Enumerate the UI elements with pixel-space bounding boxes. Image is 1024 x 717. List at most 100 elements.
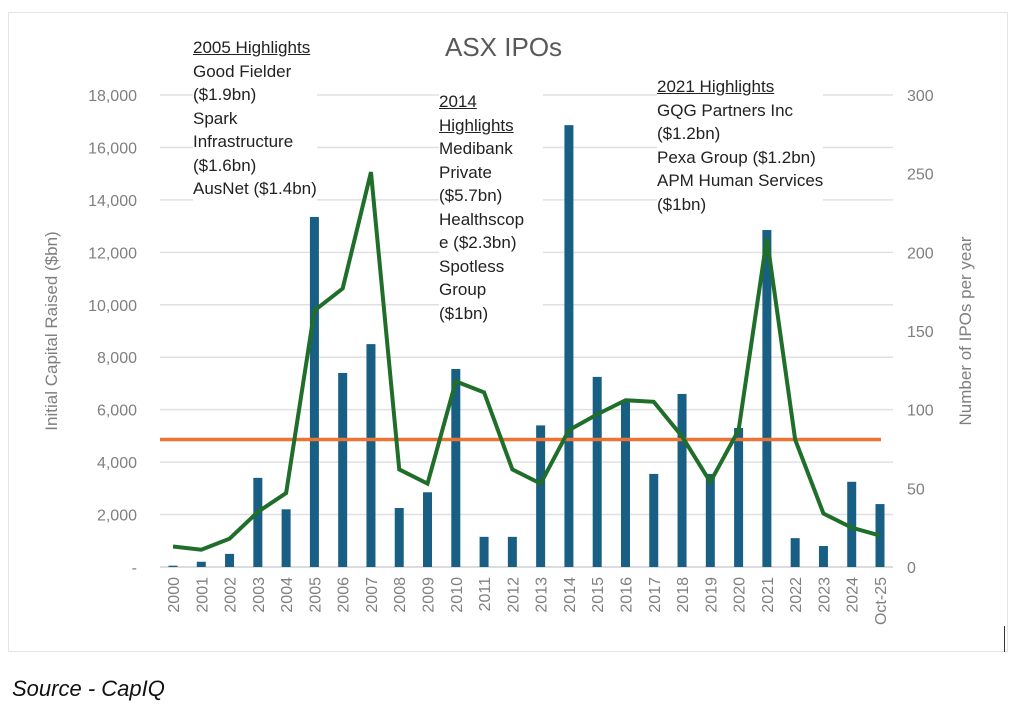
annotation-2021: 2021 Highlights GQG Partners Inc ($1.2bn…: [657, 75, 824, 216]
annotation-line: APM Human Services: [657, 171, 824, 190]
bar-2024: [847, 481, 857, 567]
x-tick-label: 2014: [562, 577, 579, 613]
annotation-heading: 2021 Highlights: [657, 77, 775, 96]
annotation-heading: 2005 Highlights: [193, 38, 311, 57]
x-tick-label: 2010: [449, 577, 466, 613]
x-tick-label: 2022: [788, 577, 805, 613]
bar-2023: [818, 546, 828, 567]
x-tick-label: 2019: [703, 577, 720, 613]
bar-2018: [677, 393, 687, 567]
bar-2000: [168, 565, 178, 567]
annotation-line: ($1bn): [657, 194, 707, 214]
bar-2004: [281, 509, 291, 567]
bar-2005: [309, 216, 319, 567]
bar-2019: [705, 473, 715, 567]
x-tick-label: 2015: [590, 577, 607, 613]
annotation-line: ($1.2bn): [657, 124, 721, 143]
y2-tick-label: 100: [907, 403, 934, 420]
bar-2011: [479, 536, 489, 567]
annotation-line: e ($2.3bn): [439, 233, 517, 252]
bar-2001: [196, 561, 206, 567]
x-tick-label: 2006: [336, 577, 353, 613]
y-tick-label: 14,000: [88, 193, 137, 210]
x-tick-label: 2021: [760, 577, 777, 613]
chart-frame: [8, 12, 1008, 652]
y-tick-label: 12,000: [88, 245, 137, 262]
ipo-count-line: [172, 171, 881, 552]
annotation-line: ($1bn): [439, 303, 489, 323]
annotation-line: GQG Partners Inc: [657, 100, 794, 120]
bar-2013: [536, 425, 546, 567]
y-tick-label: -: [132, 560, 137, 577]
annotation-line: Group: [439, 280, 487, 299]
x-tick-label: 2002: [223, 577, 240, 613]
annotation-2014: 2014 Highlights Medibank Private ($5.7bn…: [439, 90, 543, 325]
bar-2006: [338, 372, 348, 567]
bar-2012: [507, 536, 517, 567]
annotation-line: Spark: [193, 108, 238, 128]
bar-2017: [649, 473, 659, 567]
y-tick-label: 4,000: [97, 455, 137, 472]
edge-mark: [1004, 626, 1005, 652]
annotation-heading: 2014: [439, 92, 477, 111]
annotation-line: AusNet ($1.4bn): [193, 179, 317, 198]
x-tick-label: 2000: [166, 577, 183, 613]
annotation-2005: 2005 Highlights Good Fielder ($1.9bn) Sp…: [193, 36, 317, 201]
annotation-line: Infrastructure: [193, 132, 294, 151]
x-tick-label: 2009: [421, 577, 438, 613]
x-tick-label: 2003: [251, 577, 268, 613]
bar-2016: [620, 401, 630, 567]
y2-tick-label: 50: [907, 481, 925, 498]
x-tick-label: 2018: [675, 577, 692, 613]
x-tick-label: Oct-25: [873, 577, 890, 625]
x-tick-label: 2017: [647, 577, 664, 613]
annotation-line: ($1.9bn): [193, 85, 257, 104]
source-note: Source - CapIQ: [12, 676, 165, 701]
annotation-line: ($1.6bn): [193, 155, 257, 175]
y2-tick-label: 150: [907, 324, 934, 341]
y-tick-label: 8,000: [97, 350, 137, 367]
y-tick-label: 18,000: [88, 88, 137, 105]
x-tick-label: 2005: [307, 577, 324, 613]
bar-2021: [762, 230, 772, 568]
x-tick-label: 2023: [816, 577, 833, 613]
x-tick-label: 2012: [505, 577, 522, 613]
annotation-heading: Highlights: [439, 115, 514, 135]
annotation-line: ($5.7bn): [439, 186, 503, 205]
bar-2015: [592, 376, 602, 567]
y2-tick-label: 0: [907, 560, 916, 577]
x-tick-label: 2008: [392, 577, 409, 613]
bar-2007: [366, 344, 376, 567]
annotation-line: Healthscop: [439, 209, 525, 229]
annotation-line: Pexa Group ($1.2bn): [657, 147, 816, 167]
y2-axis-title: Number of IPOs per year: [956, 236, 975, 425]
x-tick-label: 2001: [194, 577, 211, 613]
y-axis-title: Initial Capital Raised ($bn): [42, 231, 61, 430]
x-tick-label: 2011: [477, 577, 494, 612]
bar-2008: [394, 508, 404, 567]
bar-2020: [734, 428, 744, 567]
bar-2002: [225, 553, 235, 567]
x-tick-label: 2020: [732, 577, 749, 613]
x-tick-label: 2013: [534, 577, 551, 613]
y-tick-label: 10,000: [88, 298, 137, 315]
y-tick-label: 2,000: [97, 508, 137, 525]
bar-2022: [790, 538, 800, 567]
bar-2003: [253, 477, 263, 567]
y2-tick-label: 250: [907, 167, 934, 184]
y-tick-label: 6,000: [97, 403, 137, 420]
y2-tick-label: 200: [907, 245, 934, 262]
x-tick-label: 2007: [364, 577, 381, 613]
x-tick-label: 2024: [845, 577, 862, 613]
chart-title: ASX IPOs: [445, 32, 563, 62]
annotation-line: Medibank: [439, 139, 513, 158]
y-tick-label: 16,000: [88, 140, 137, 157]
annotation-line: Private: [439, 162, 492, 182]
y2-tick-label: 300: [907, 88, 934, 105]
x-tick-label: 2004: [279, 577, 296, 613]
bar-2009: [423, 492, 433, 567]
bar-2010: [451, 369, 461, 567]
bar-2014: [564, 125, 574, 568]
x-tick-label: 2016: [618, 577, 635, 613]
annotation-line: Spotless: [439, 256, 505, 276]
